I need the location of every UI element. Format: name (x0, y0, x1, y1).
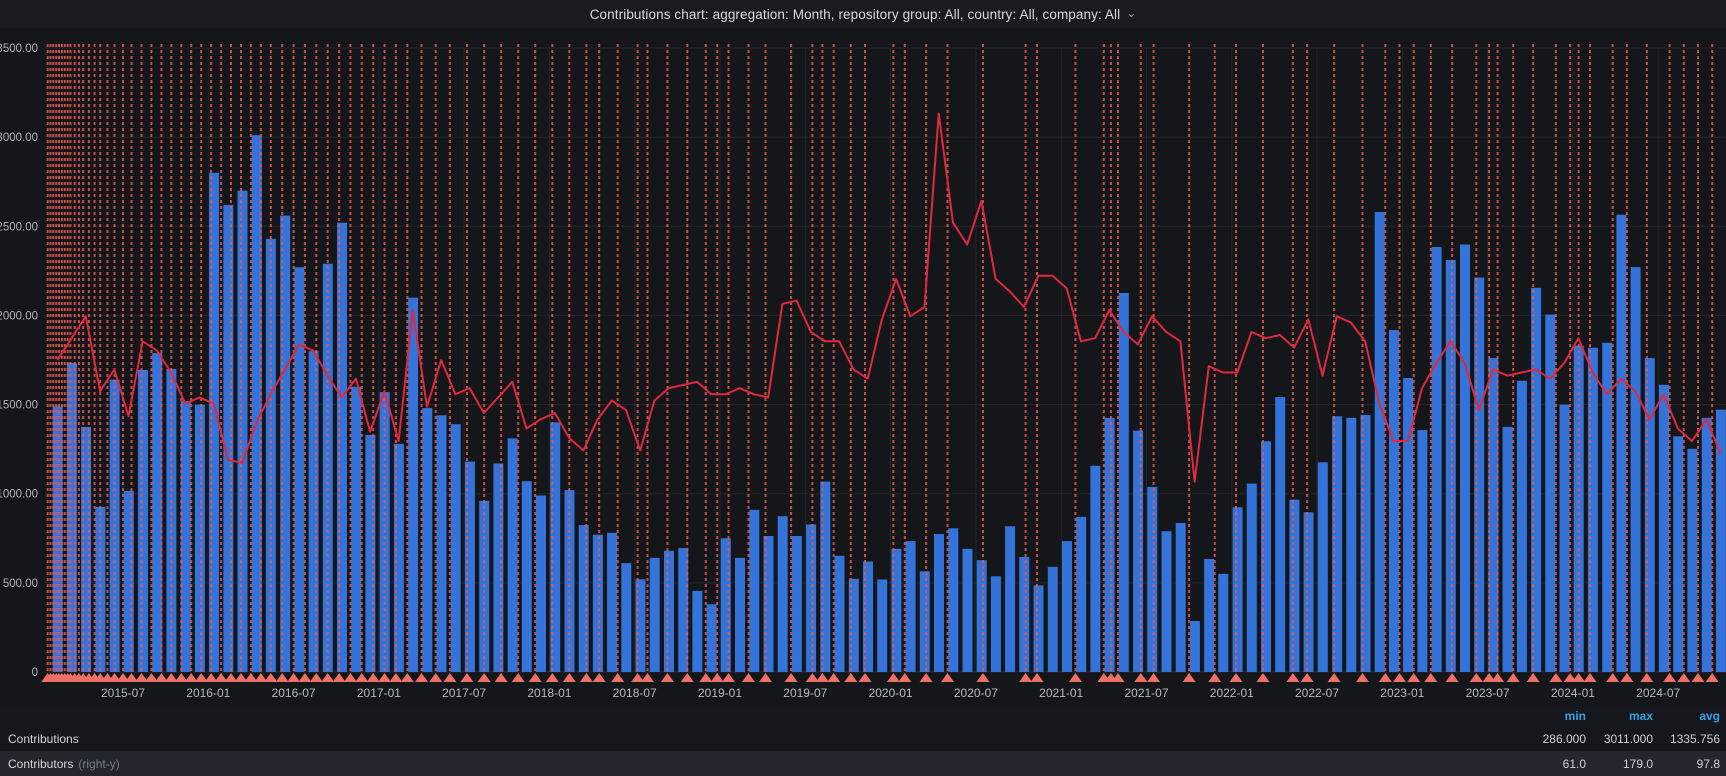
contributions-chart: 2015-07 2016-01 2016-07 2017-01 2017-07 2018-… (0, 28, 1726, 706)
svg-text:2019-07: 2019-07 (783, 686, 827, 700)
legend-label-contributions: Contributions (8, 731, 79, 746)
svg-text:2018-07: 2018-07 (613, 686, 657, 700)
svg-text:2017-07: 2017-07 (442, 686, 486, 700)
svg-text:2015-07: 2015-07 (101, 686, 145, 700)
svg-text:2024-07: 2024-07 (1636, 686, 1680, 700)
svg-text:2016-07: 2016-07 (272, 686, 316, 700)
svg-text:2016-01: 2016-01 (186, 686, 230, 700)
contributors-avg-value: 97.8 (1696, 756, 1720, 771)
svg-text:2023-01: 2023-01 (1380, 686, 1424, 700)
legend-col-max[interactable]: max (1628, 709, 1653, 723)
legend-label-contributors: Contributors (8, 756, 74, 771)
svg-text:2017-01: 2017-01 (357, 686, 401, 700)
legend-axis-note: (right-y) (78, 756, 120, 771)
svg-text:2022-07: 2022-07 (1295, 686, 1339, 700)
svg-text:2021-01: 2021-01 (1039, 686, 1083, 700)
svg-text:2000.00: 2000.00 (0, 310, 38, 322)
panel-title: Contributions chart: aggregation: Month,… (589, 6, 1121, 22)
svg-text:2020-01: 2020-01 (869, 686, 913, 700)
contributions-min-value: 286.000 (1542, 731, 1586, 746)
legend-series-contributions[interactable]: Contributions 286.000 3011.000 1335.756 (0, 726, 1726, 751)
svg-text:2023-07: 2023-07 (1466, 686, 1510, 700)
svg-text:2021-07: 2021-07 (1124, 686, 1168, 700)
contributors-min-value: 61.0 (1562, 756, 1586, 771)
contributors-max-value: 179.0 (1622, 756, 1653, 771)
svg-text:1500.00: 1500.00 (0, 400, 38, 412)
svg-text:2022-01: 2022-01 (1210, 686, 1254, 700)
svg-text:500.00: 500.00 (3, 578, 38, 590)
svg-text:2024-01: 2024-01 (1551, 686, 1595, 700)
svg-text:2019-01: 2019-01 (698, 686, 742, 700)
svg-text:0: 0 (32, 667, 38, 679)
contributions-max-value: 3011.000 (1603, 731, 1653, 746)
panel-header[interactable]: Contributions chart: aggregation: Month,… (0, 0, 1726, 28)
svg-text:3500.00: 3500.00 (0, 43, 38, 55)
legend-col-min[interactable]: min (1564, 709, 1586, 723)
chevron-down-icon: ⌄ (1126, 6, 1137, 20)
svg-text:1000.00: 1000.00 (0, 489, 38, 501)
svg-text:2020-07: 2020-07 (954, 686, 998, 700)
legend-header-row: min max avg (0, 706, 1726, 726)
contributions-avg-value: 1335.756 (1669, 731, 1720, 746)
svg-text:2018-01: 2018-01 (527, 686, 571, 700)
svg-text:2500.00: 2500.00 (0, 221, 38, 233)
legend-col-avg[interactable]: avg (1699, 709, 1720, 723)
legend: min max avg Contributions 286.000 3011.0… (0, 706, 1726, 776)
legend-series-contributors[interactable]: Contributors (right-y) 61.0 179.0 97.8 (0, 751, 1726, 776)
svg-text:3000.00: 3000.00 (0, 132, 38, 144)
